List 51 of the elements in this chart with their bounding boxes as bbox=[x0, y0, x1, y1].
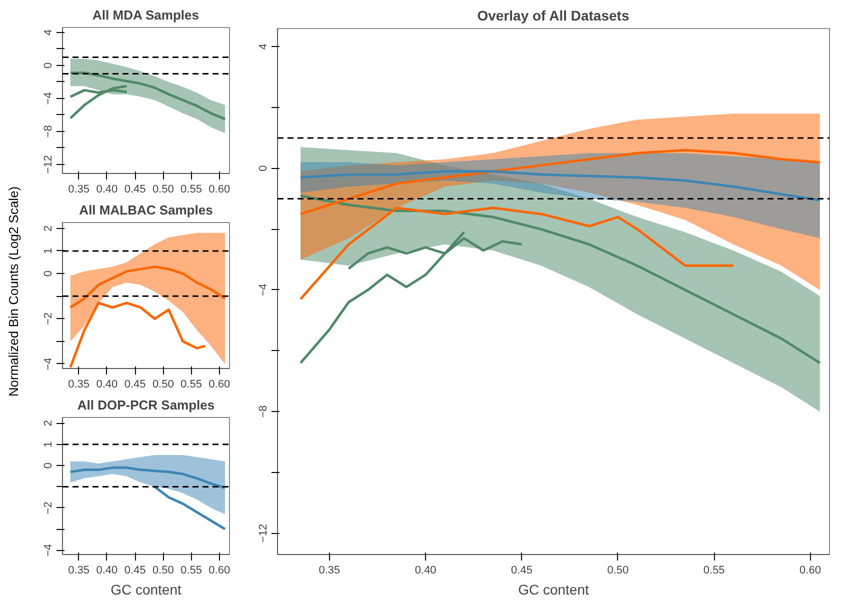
y-tick-label: 4 bbox=[258, 44, 270, 50]
x-tick-label: 0.55 bbox=[180, 184, 202, 196]
x-tick-label: 0.35 bbox=[68, 184, 90, 196]
y-tick-label: −4 bbox=[42, 92, 54, 105]
y-tick-label: 0 bbox=[42, 462, 54, 469]
y-tick-label: 0 bbox=[258, 165, 270, 172]
x-tick-label: 0.60 bbox=[208, 184, 230, 196]
y-tick-label: −4 bbox=[42, 358, 54, 370]
y-tick-label: −8 bbox=[258, 405, 270, 418]
y-tick-label: 0 bbox=[42, 62, 54, 68]
y-tick-label: 1 bbox=[42, 248, 54, 254]
y-tick-label: −12 bbox=[258, 524, 270, 543]
x-axis-title: GC content bbox=[518, 582, 590, 598]
x-tick-label: 0.45 bbox=[124, 378, 146, 390]
y-tick-label: 4 bbox=[42, 29, 54, 36]
y-tick-label: 0 bbox=[42, 270, 54, 277]
y-tick-label: −2 bbox=[42, 312, 54, 326]
chart-title: All DOP-PCR Samples bbox=[77, 398, 215, 412]
chart-title: All MDA Samples bbox=[92, 8, 199, 22]
x-tick-label: 0.45 bbox=[511, 564, 532, 576]
x-tick-label: 0.55 bbox=[180, 564, 202, 576]
x-tick-label: 0.45 bbox=[124, 184, 146, 196]
x-tick-label: 0.60 bbox=[208, 564, 230, 576]
y-tick-label: −4 bbox=[42, 544, 54, 557]
y-tick-label: −8 bbox=[42, 125, 54, 138]
x-tick-label: 0.60 bbox=[800, 564, 821, 576]
x-tick-label: 0.40 bbox=[96, 378, 118, 390]
x-tick-label: 0.55 bbox=[703, 564, 725, 576]
x-tick-label: 0.50 bbox=[152, 564, 174, 576]
y-tick-label: −2 bbox=[42, 502, 54, 514]
x-tick-label: 0.35 bbox=[318, 564, 340, 576]
x-tick-label: 0.60 bbox=[208, 378, 230, 390]
x-tick-label: 0.45 bbox=[124, 564, 146, 576]
y-tick-label: −12 bbox=[42, 155, 54, 174]
x-tick-label: 0.35 bbox=[68, 378, 90, 390]
x-tick-label: 0.50 bbox=[152, 184, 174, 196]
y-tick-label: 1 bbox=[42, 441, 54, 448]
x-tick-label: 0.50 bbox=[607, 564, 629, 576]
y-tick-label: 2 bbox=[42, 420, 54, 426]
x-axis-title: GC content bbox=[110, 582, 182, 598]
x-tick-label: 0.55 bbox=[180, 378, 202, 390]
x-tick-label: 0.40 bbox=[96, 184, 118, 196]
x-tick-label: 0.40 bbox=[414, 564, 436, 576]
x-tick-label: 0.35 bbox=[68, 564, 90, 576]
chart-title: Overlay of All Datasets bbox=[477, 8, 630, 24]
chart-title: All MALBAC Samples bbox=[79, 202, 213, 218]
x-tick-label: 0.40 bbox=[96, 564, 118, 576]
y-tick-label: −4 bbox=[258, 284, 270, 296]
y-axis-title: Normalized Bin Counts (Log2 Scale) bbox=[6, 186, 22, 397]
x-tick-label: 0.50 bbox=[152, 378, 174, 390]
y-tick-label: 2 bbox=[42, 225, 54, 232]
